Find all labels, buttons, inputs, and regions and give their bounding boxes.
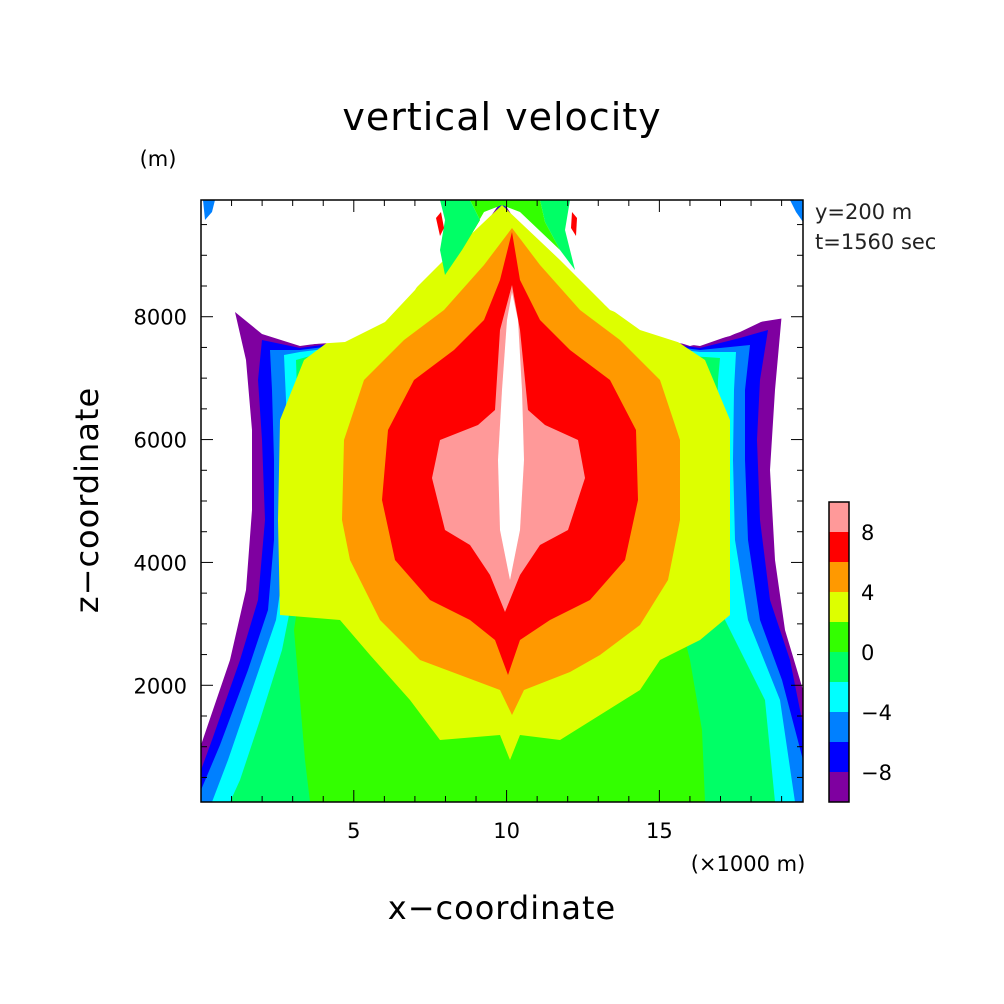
colorbar-label: 0 [861, 641, 874, 665]
upper-speck-right [571, 212, 577, 236]
colorbar-swatch [829, 712, 849, 742]
y-tick-label: 2000 [134, 674, 187, 698]
annotation-y: y=200 m [815, 200, 912, 224]
plot-area [201, 200, 803, 802]
colorbar-swatch [829, 502, 849, 532]
colorbar-swatch [829, 562, 849, 592]
colorbar-label: −8 [861, 761, 892, 785]
y-tick-label: 6000 [134, 429, 187, 453]
x-tick-label: 5 [347, 819, 360, 843]
x-axis-title: x−coordinate [388, 889, 616, 927]
x-unit-label: (×1000 m) [691, 852, 806, 876]
colorbar-label: 4 [861, 581, 874, 605]
upper-band-center [462, 200, 560, 250]
axis-ticks [200, 200, 803, 802]
corner-speck-left [203, 200, 215, 220]
colorbar-swatch [829, 682, 849, 712]
colorbar: 8 4 0 −4 −8 [828, 501, 892, 803]
annotation-t: t=1560 sec [815, 230, 936, 254]
upper-band-right [540, 200, 575, 270]
y-tick-label: 8000 [134, 306, 187, 330]
colorbar-swatch [829, 742, 849, 772]
corner-speck-right [790, 200, 803, 222]
upper-speck-left [436, 212, 444, 236]
colorbar-swatch [829, 652, 849, 682]
y-unit-label: (m) [140, 147, 177, 171]
x-tick-label: 15 [646, 819, 673, 843]
colorbar-frame [828, 501, 850, 803]
colorbar-label: 8 [861, 521, 874, 545]
axis-tick-labels: 5 10 15 2000 4000 6000 8000 [134, 306, 673, 843]
contour-band-gt-10 [498, 292, 524, 580]
colorbar-swatch [829, 772, 849, 802]
colorbar-swatch [829, 532, 849, 562]
x-tick-label: 10 [493, 819, 520, 843]
colorbar-swatch [829, 592, 849, 622]
colorbar-swatch [829, 622, 849, 652]
upper-band-left [440, 200, 480, 275]
chart-title: vertical velocity [342, 95, 661, 139]
missing-region-right [560, 200, 803, 346]
missing-region-left [201, 200, 445, 345]
y-axis-title: z−coordinate [68, 387, 106, 613]
y-tick-label: 4000 [134, 551, 187, 575]
colorbar-label: −4 [861, 701, 892, 725]
